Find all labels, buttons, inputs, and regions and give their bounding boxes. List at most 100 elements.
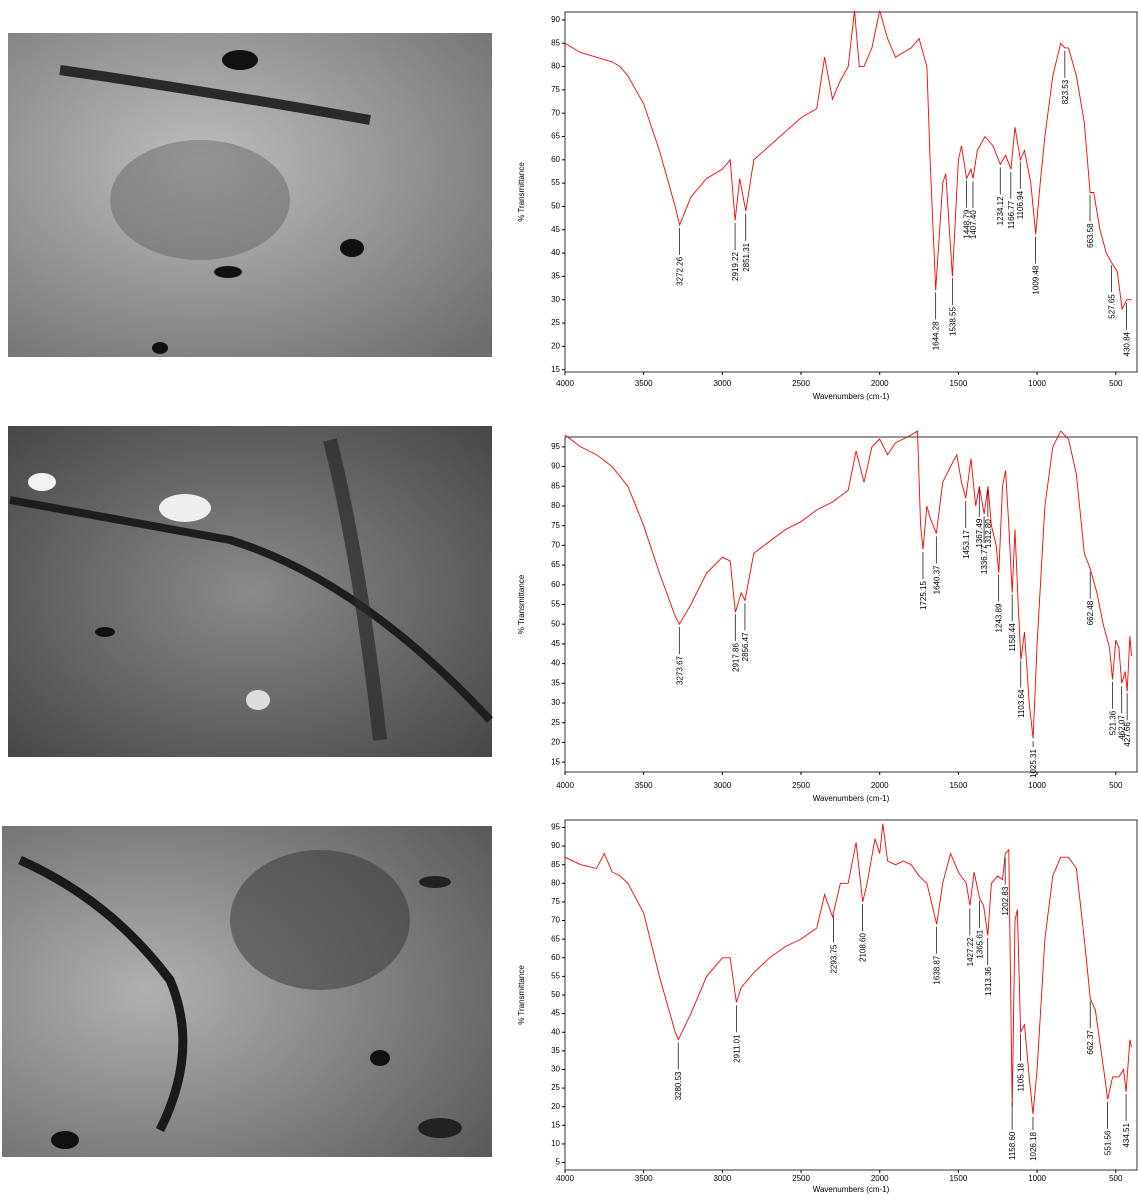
peak-label: 551.56 [1104, 1130, 1113, 1155]
y-tick-label: 95 [551, 823, 560, 832]
peak-label: 1407.40 [969, 210, 978, 239]
peak-label: 1106.94 [1016, 190, 1025, 219]
peak-label: 1009.48 [1032, 265, 1041, 294]
y-tick-label: 40 [551, 248, 560, 257]
y-tick-label: 25 [551, 718, 560, 727]
x-tick-label: 3000 [713, 781, 731, 790]
y-tick-label: 60 [551, 953, 560, 962]
peak-label: 434.51 [1122, 1123, 1131, 1148]
spectrum-line [565, 824, 1132, 1114]
y-tick-label: 65 [551, 560, 560, 569]
peak-label: 1312.80 [984, 519, 993, 548]
peak-label: 2856.47 [741, 632, 750, 661]
x-axis-label: Wavenumbers (cm-1) [813, 392, 890, 401]
y-tick-label: 70 [551, 108, 560, 117]
peak-label: 1202.83 [1001, 886, 1010, 915]
y-tick-label: 45 [551, 225, 560, 234]
peak-label: 1025.31 [1029, 749, 1038, 778]
peak-label: 521.36 [1108, 710, 1117, 735]
y-tick-label: 90 [551, 15, 560, 24]
y-tick-label: 60 [551, 155, 560, 164]
peak-label: 2108.60 [859, 933, 868, 962]
peak-label: 430.84 [1123, 331, 1132, 356]
peak-label: 1638.87 [933, 955, 942, 984]
x-tick-label: 1500 [949, 379, 967, 388]
y-tick-label: 50 [551, 990, 560, 999]
y-tick-label: 70 [551, 916, 560, 925]
y-tick-label: 20 [551, 738, 560, 747]
figure: 4000 3500 3000 2500 2000 1500 1000 500 15 20 25 30 3… [0, 0, 1139, 1194]
peak-label: 662.48 [1086, 600, 1095, 625]
y-tick-label: 55 [551, 178, 560, 187]
y-tick-label: 35 [551, 1046, 560, 1055]
peak-label: 3272.26 [676, 256, 685, 285]
y-tick-label: 75 [551, 521, 560, 530]
y-tick-label: 60 [551, 580, 560, 589]
y-tick-label: 45 [551, 639, 560, 648]
y-tick-label: 80 [551, 501, 560, 510]
y-tick-label: 95 [551, 442, 560, 451]
peak-label: 1640.37 [932, 565, 941, 594]
y-tick-label: 35 [551, 272, 560, 281]
micrograph [8, 426, 492, 757]
plot-frame [565, 437, 1137, 772]
x-tick-label: 500 [1109, 781, 1123, 790]
y-tick-label: 55 [551, 600, 560, 609]
x-tick-label: 1500 [949, 1174, 967, 1183]
y-tick-label: 85 [551, 38, 560, 47]
peak-label: 1427.22 [966, 937, 975, 966]
x-tick-label: 2000 [871, 379, 889, 388]
x-tick-label: 500 [1109, 1174, 1123, 1183]
peak-label: 1158.44 [1008, 623, 1017, 652]
peak-label: 1365.61 [976, 929, 985, 958]
peak-label: 1026.18 [1029, 1131, 1038, 1160]
y-tick-label: 55 [551, 971, 560, 980]
peak-label: 1725.15 [919, 581, 928, 610]
y-tick-label: 90 [551, 841, 560, 850]
peak-label: 2911.01 [732, 1034, 741, 1063]
y-tick-label: 35 [551, 678, 560, 687]
x-axis-label: Wavenumbers (cm-1) [813, 794, 890, 803]
x-tick-label: 2500 [792, 1174, 810, 1183]
peak-label: 1158.60 [1008, 1131, 1017, 1160]
y-tick-label: 75 [551, 897, 560, 906]
y-tick-label: 50 [551, 202, 560, 211]
peak-label: 1538.55 [948, 307, 957, 336]
plot-frame [565, 820, 1137, 1170]
x-tick-label: 1000 [1028, 781, 1046, 790]
y-tick-label: 15 [551, 757, 560, 766]
x-axis-label: Wavenumbers (cm-1) [813, 1185, 890, 1194]
y-tick-label: 30 [551, 295, 560, 304]
x-tick-label: 1500 [949, 781, 967, 790]
peak-label: 3273.67 [675, 655, 684, 684]
x-tick-label: 2500 [792, 781, 810, 790]
x-tick-label: 1000 [1028, 379, 1046, 388]
spectrum-line [565, 11, 1132, 309]
x-tick-label: 3500 [635, 781, 653, 790]
peak-label: 1105.18 [1017, 1063, 1026, 1092]
peak-label: 2293.75 [829, 944, 838, 973]
x-tick-label: 2000 [871, 1174, 889, 1183]
y-tick-label: 25 [551, 1083, 560, 1092]
x-tick-label: 4000 [556, 379, 574, 388]
y-tick-label: 25 [551, 318, 560, 327]
spectrum-line [565, 431, 1132, 738]
y-axis-label: % Transmittance [517, 162, 526, 222]
y-tick-label: 75 [551, 85, 560, 94]
plot-frame [565, 12, 1137, 372]
peak-label: 527.65 [1107, 294, 1116, 319]
y-tick-label: 80 [551, 878, 560, 887]
peak-label: 2917.86 [731, 643, 740, 672]
y-tick-label: 80 [551, 62, 560, 71]
y-tick-label: 65 [551, 132, 560, 141]
y-axis-label: % Transmittance [517, 965, 526, 1025]
peak-label: 2851.31 [742, 242, 751, 271]
y-tick-label: 10 [551, 1139, 560, 1148]
x-tick-label: 4000 [556, 1174, 574, 1183]
y-tick-label: 50 [551, 619, 560, 628]
peak-label: 1166.77 [1007, 200, 1016, 229]
x-tick-label: 3000 [713, 1174, 731, 1183]
peak-label: 662.37 [1086, 1030, 1095, 1055]
x-tick-label: 3000 [713, 379, 731, 388]
peak-label: 1453.17 [962, 529, 971, 558]
